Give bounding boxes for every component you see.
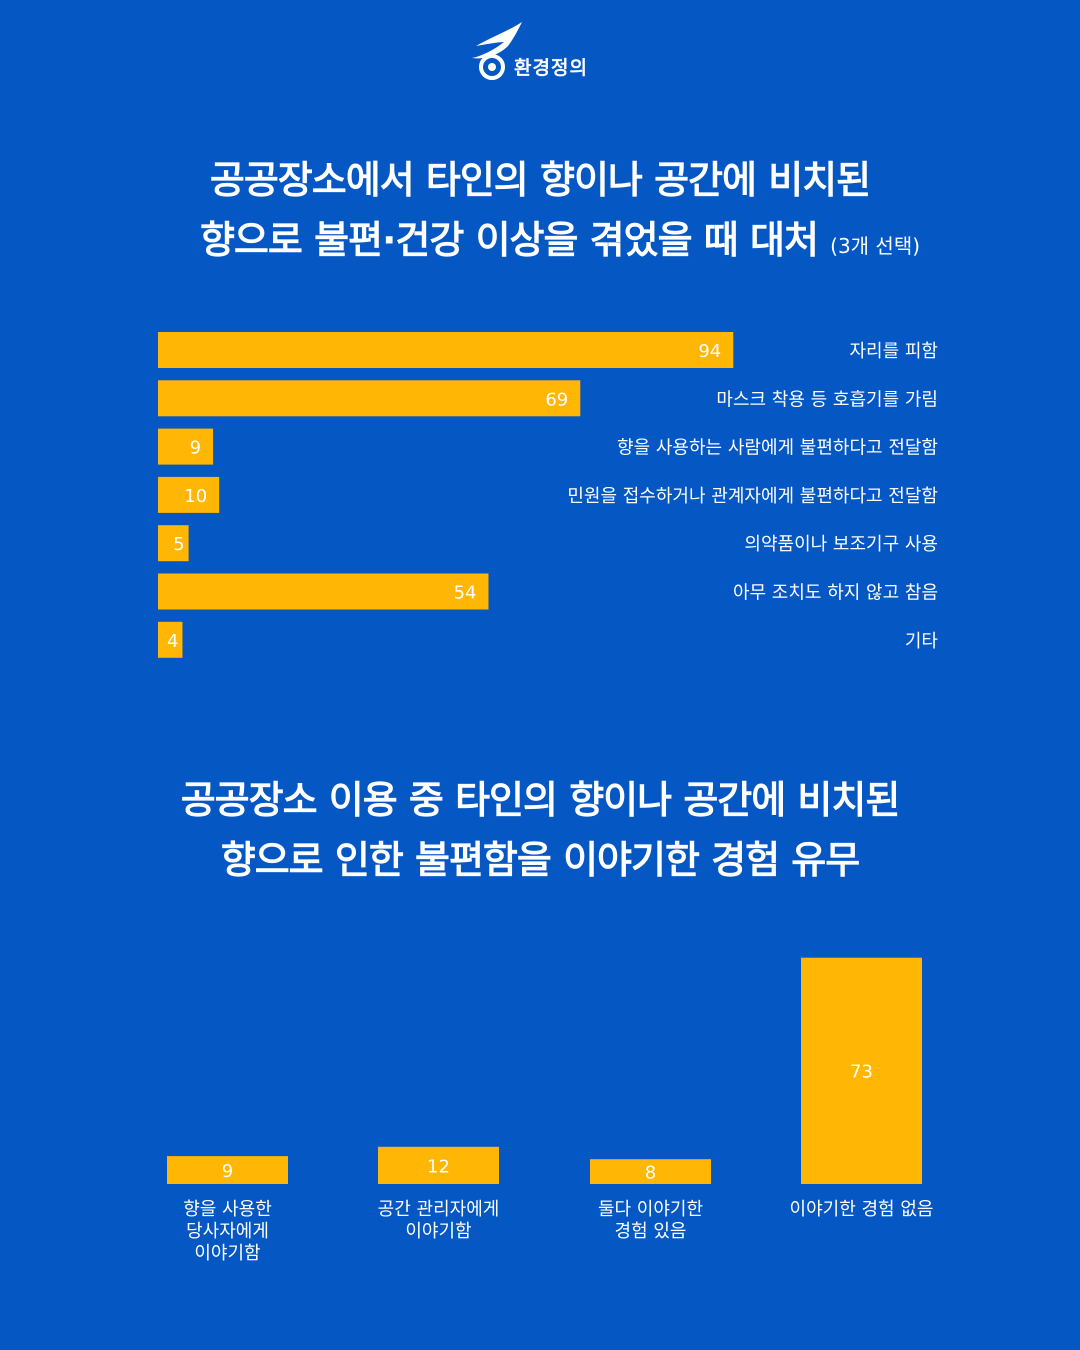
- vbar-value-0: 9: [222, 1161, 233, 1182]
- hbar-label-4: 의약품이나 보조기구 사용: [744, 534, 938, 555]
- vbar-label-1-1: 이야기함: [405, 1221, 471, 1242]
- vbar-label-2-1: 경험 있음: [615, 1221, 687, 1242]
- hbar-value-5: 54: [454, 583, 477, 604]
- hbar-0: [158, 332, 734, 368]
- vbar-value-3: 73: [850, 1062, 873, 1083]
- hbar-value-2: 9: [190, 438, 201, 459]
- hbar-label-3: 민원을 접수하거나 관계자에게 불편하다고 전달함: [567, 486, 938, 507]
- chart1-title-line2: 향으로 불편·건강 이상을 겪었을 때 대처: [199, 218, 819, 262]
- hbar-value-0: 94: [698, 341, 721, 362]
- chart1-title: 공공장소에서 타인의 향이나 공간에 비치된 향으로 불편·건강 이상을 겪었을…: [0, 150, 1080, 276]
- hbar-6: [158, 621, 183, 658]
- vbar-1: [378, 1146, 499, 1184]
- vbar-label-0-2: 이야기함: [194, 1243, 260, 1264]
- hbar-2: [158, 428, 214, 465]
- vbar-2: [590, 1159, 711, 1184]
- bird-emblem-icon: [472, 22, 522, 80]
- chart2-title: 공공장소 이용 중 타인의 향이나 공간에 비치된 향으로 인한 불편함을 이야…: [0, 770, 1080, 890]
- hbar-label-0: 자리를 피함: [849, 341, 938, 362]
- vbar-label-1-0: 공간 관리자에게: [378, 1199, 500, 1220]
- hbar-value-4: 5: [173, 534, 184, 555]
- hbar-4: [158, 525, 189, 562]
- brand-logo: 환경정의: [470, 20, 620, 82]
- vbar-3: [801, 957, 922, 1184]
- chart1-title-line1: 공공장소에서 타인의 향이나 공간에 비치된: [209, 158, 871, 202]
- hbar-5: [158, 573, 489, 610]
- vbar-value-2: 8: [645, 1163, 656, 1184]
- hbar-label-2: 향을 사용하는 사람에게 불편하다고 전달함: [617, 438, 938, 459]
- brand-name: 환경정의: [514, 57, 588, 79]
- vbar-label-3-0: 이야기한 경험 없음: [790, 1199, 934, 1220]
- chart1-title-note: (3개 선택): [830, 234, 921, 258]
- vbar-label-2-0: 둘다 이야기한: [598, 1199, 703, 1220]
- vbar-value-1: 12: [427, 1156, 450, 1177]
- hbar-value-3: 10: [184, 486, 207, 507]
- vbar-0: [167, 1156, 288, 1184]
- hbar-3: [158, 476, 220, 513]
- chart1-title-line2-wrap: 향으로 불편·건강 이상을 겪었을 때 대처 (3개 선택): [0, 210, 1080, 276]
- vbar-label-0-0: 향을 사용한: [183, 1199, 272, 1220]
- hbar-label-6: 기타: [905, 631, 939, 652]
- hbar-1: [158, 380, 581, 417]
- chart2-title-line2: 향으로 인한 불편함을 이야기한 경험 유무: [220, 838, 860, 882]
- hbar-value-1: 69: [545, 389, 568, 410]
- hbar-label-5: 아무 조치도 하지 않고 참음: [733, 583, 938, 604]
- chart2-title-line1: 공공장소 이용 중 타인의 향이나 공간에 비치된: [180, 778, 901, 822]
- hbar-label-1: 마스크 착용 등 호흡기를 가림: [716, 389, 938, 410]
- hbar-value-6: 4: [167, 631, 178, 652]
- vbar-label-0-1: 당사자에게: [186, 1221, 269, 1242]
